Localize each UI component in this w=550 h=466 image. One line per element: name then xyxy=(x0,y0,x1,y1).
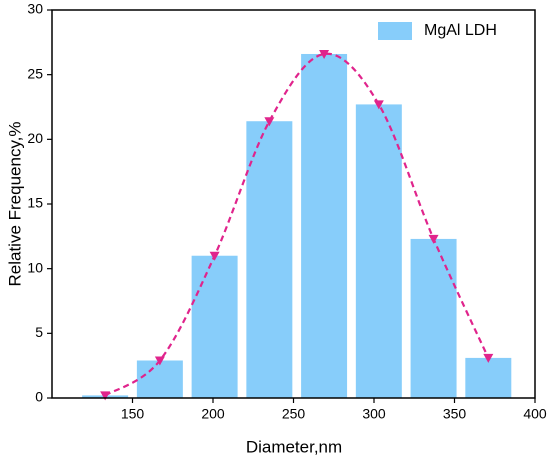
y-tick-label: 20 xyxy=(27,130,43,146)
bar xyxy=(465,357,512,398)
y-tick-label: 25 xyxy=(27,65,43,81)
fit-marker xyxy=(154,356,165,366)
y-tick-label: 5 xyxy=(35,324,43,340)
fit-marker xyxy=(373,100,384,110)
fit-marker xyxy=(428,234,439,244)
x-axis-label: Diameter,nm xyxy=(246,437,342,456)
bar xyxy=(301,53,348,399)
bar xyxy=(410,238,457,398)
x-tick-label: 400 xyxy=(523,406,547,422)
fit-marker xyxy=(100,391,111,401)
legend-swatch xyxy=(378,22,412,40)
bar xyxy=(355,104,402,398)
y-tick-label: 15 xyxy=(27,195,43,211)
y-tick-label: 10 xyxy=(27,259,43,275)
y-axis-label: Relative Frequency,% xyxy=(5,121,24,286)
bar xyxy=(191,255,238,398)
fit-marker xyxy=(209,251,220,261)
y-tick-label: 30 xyxy=(27,1,43,17)
x-tick-label: 200 xyxy=(201,406,225,422)
fit-marker xyxy=(264,117,275,127)
bar xyxy=(246,121,293,398)
legend-label: MgAl LDH xyxy=(424,22,497,39)
fit-marker xyxy=(483,353,494,363)
bar xyxy=(136,360,183,398)
plot-frame xyxy=(51,9,536,399)
y-tick-label: 0 xyxy=(35,389,43,405)
fit-marker xyxy=(319,49,330,59)
x-tick-label: 150 xyxy=(121,406,145,422)
x-tick-label: 250 xyxy=(282,406,306,422)
x-tick-label: 350 xyxy=(443,406,467,422)
fit-curve xyxy=(104,52,490,397)
x-tick-label: 300 xyxy=(362,406,386,422)
